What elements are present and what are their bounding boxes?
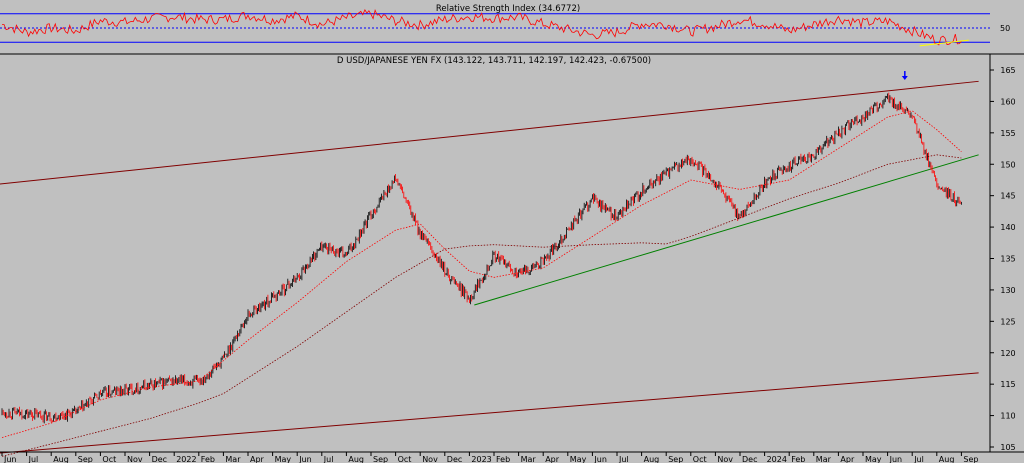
y-tick-label: 165 — [1000, 66, 1015, 75]
arrow-down-head — [901, 76, 908, 81]
y-tick-label: 105 — [1000, 443, 1015, 452]
y-tick-label: 125 — [1000, 317, 1015, 326]
x-tick-label: Dec — [742, 455, 757, 463]
x-tick-label: Jun — [593, 455, 607, 463]
rsi-plot-area — [0, 0, 990, 54]
x-tick-label: Nov — [127, 455, 143, 463]
y-tick-label: 155 — [1000, 129, 1015, 138]
x-tick-label: Jul — [913, 455, 924, 463]
y-tick-label: 120 — [1000, 349, 1015, 358]
y-tick-label: 160 — [1000, 97, 1015, 106]
x-tick-label: Mar — [225, 455, 241, 463]
rsi-series-line — [2, 8, 962, 46]
trendline-2 — [474, 154, 979, 306]
x-tick-label: Dec — [152, 455, 167, 463]
rsi-title: Relative Strength Index (34.6772) — [436, 4, 580, 14]
x-tick-label: Sep — [963, 455, 978, 463]
x-tick-label: May — [865, 455, 882, 463]
x-tick-label: May — [570, 455, 587, 463]
x-tick-label: Feb — [791, 455, 805, 463]
x-tick-label: Jul — [323, 455, 334, 463]
x-tick-label: Sep — [668, 455, 683, 463]
x-tick-label: Nov — [422, 455, 438, 463]
candlesticks — [1, 92, 962, 424]
x-tick-label: Jun — [298, 455, 312, 463]
price-panel: D USD/JAPANESE YEN FX (143.122, 143.711,… — [0, 54, 1024, 463]
y-tick-label: 140 — [1000, 223, 1015, 232]
x-tick-label: Oct — [102, 455, 116, 463]
price-title: D USD/JAPANESE YEN FX (143.122, 143.711,… — [337, 56, 651, 66]
x-tick-label: Dec — [447, 455, 462, 463]
x-tick-label: 2024 — [767, 455, 787, 463]
y-tick-label: 135 — [1000, 255, 1015, 264]
y-tick-label: 110 — [1000, 412, 1015, 421]
x-tick-label: Feb — [496, 455, 510, 463]
x-tick-label: 2022 — [176, 455, 196, 463]
x-tick-label: Mar — [816, 455, 832, 463]
rsi-trendline — [919, 39, 969, 47]
x-tick-label: Jun — [889, 455, 903, 463]
x-tick-label: Aug — [348, 455, 364, 463]
x-tick-label: Sep — [373, 455, 388, 463]
y-tick-label: 130 — [1000, 286, 1015, 295]
rsi-tick-label: 50 — [1000, 24, 1010, 33]
x-tick-label: 2023 — [471, 455, 491, 463]
x-tick-label: May — [275, 455, 292, 463]
trendline-0 — [0, 80, 979, 185]
x-tick-label: Aug — [53, 455, 69, 463]
x-tick-label: Feb — [201, 455, 215, 463]
x-tick-label: Apr — [545, 455, 560, 463]
y-tick-label: 115 — [1000, 380, 1015, 389]
x-tick-label: Oct — [693, 455, 707, 463]
rsi-panel: Relative Strength Index (34.6772) 50 — [0, 0, 1024, 55]
y-tick-label: 145 — [1000, 192, 1015, 201]
y-tick-label: 150 — [1000, 160, 1015, 169]
x-tick-label: Sep — [78, 455, 93, 463]
x-tick-label: Aug — [644, 455, 660, 463]
x-tick-label: Oct — [398, 455, 412, 463]
x-tick-label: Aug — [939, 455, 955, 463]
y-axis-ticks: 105 110 115 120 125 130 135 140 145 150 155 160 165 — [990, 66, 1016, 452]
x-tick-label: Jun — [3, 455, 17, 463]
x-tick-label: Nov — [717, 455, 733, 463]
x-tick-label: Mar — [521, 455, 537, 463]
moving-average-slow — [1, 154, 962, 457]
x-tick-label: Jul — [28, 455, 39, 463]
annotations — [901, 71, 908, 81]
moving-average-fast — [1, 110, 962, 438]
trendlines — [0, 80, 979, 454]
x-tick-label: Jul — [618, 455, 629, 463]
x-axis-ticks: Jun Jul Aug Sep Oct Nov Dec 2022 Feb Mar Apr May Jun… — [1, 452, 978, 463]
x-tick-label: Apr — [250, 455, 265, 463]
trendline-1 — [0, 372, 979, 454]
x-tick-label: Apr — [840, 455, 855, 463]
